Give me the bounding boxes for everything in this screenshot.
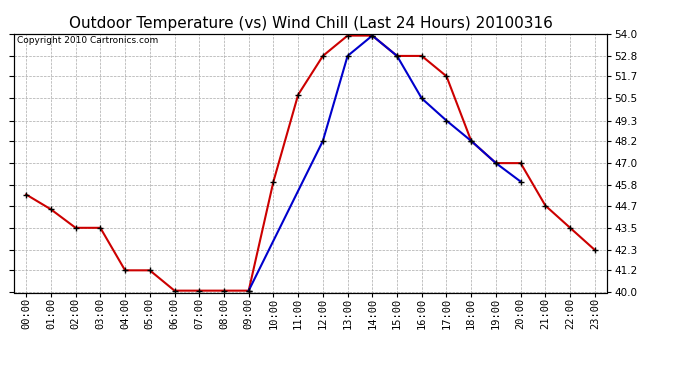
Title: Outdoor Temperature (vs) Wind Chill (Last 24 Hours) 20100316: Outdoor Temperature (vs) Wind Chill (Las… <box>68 16 553 31</box>
Text: Copyright 2010 Cartronics.com: Copyright 2010 Cartronics.com <box>17 36 158 45</box>
